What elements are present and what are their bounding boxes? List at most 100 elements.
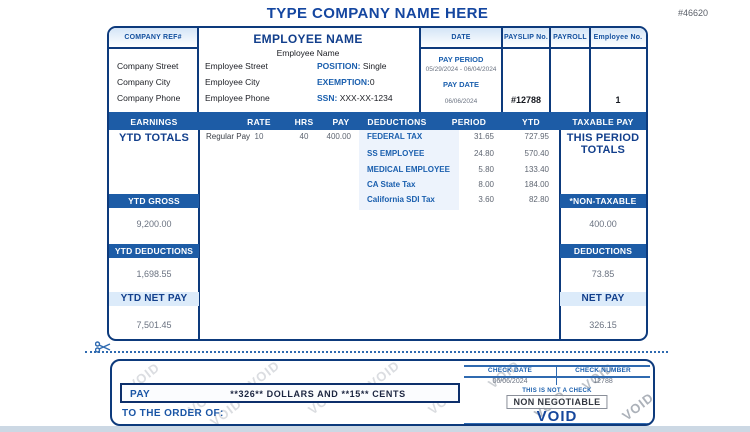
cut-line [85,351,668,353]
not-a-check-text: THIS IS NOT A CHECK [522,388,592,394]
ytd-deductions-bar: YTD DEDUCTIONS [109,244,199,258]
divider [556,366,557,385]
ytd-net-pay-value: 7,501.45 [136,320,172,330]
deduction-row-name: SS EMPLOYEE [367,149,425,158]
payslip-no-label: PAYSLIP No. [503,34,549,41]
date-column-label: DATE [451,34,471,41]
pay-label: PAY [130,389,151,400]
non-taxable-bar: *NON-TAXABLE [560,194,646,208]
hrs-header: HRS [294,117,314,127]
table-header-bar: EARNINGS RATE HRS PAY DEDUCTIONS PERIOD … [109,112,646,130]
amount-in-words: **326** DOLLARS AND **15** CENTS [230,389,406,399]
deduction-row-ytd: 184.00 [524,180,549,189]
deduction-row-period: 31.65 [473,132,494,141]
earning-row-pay: 400.00 [326,132,351,141]
ytd-net-pay-bar: YTD NET PAY [109,292,199,306]
exemption-row: EXEMPTION:0 [317,77,375,87]
ytd-deductions-value: 1,698.55 [136,269,172,279]
ssn-value[interactable]: XXX-XX-1234 [339,93,393,103]
ytd-gross-bar: YTD GROSS [109,194,199,208]
company-name-title[interactable]: TYPE COMPANY NAME HERE [266,5,489,22]
deduction-row-name: MEDICAL EMPLOYEE [367,165,450,174]
deductions-value: 73.85 [591,269,615,279]
pay-header: PAY [332,117,350,127]
deduction-row-name: California SDI Tax [367,195,435,204]
position-row: POSITION: Single [317,61,386,71]
check-number-label: CHECK NUMBER [575,367,631,374]
deduction-row-ytd: 570.40 [524,149,549,158]
bottom-edge-strip [0,426,750,432]
ssn-label: SSN: [317,93,338,103]
this-period-title: THIS PERIOD TOTALS [560,132,646,156]
divider [464,365,650,367]
deductions-bar: DEDUCTIONS [560,244,646,258]
deduction-row-name: CA State Tax [367,180,416,189]
pay-period-label: PAY PERIOD [438,55,484,64]
non-taxable-value: 400.00 [589,219,617,229]
employee-phone-field[interactable]: Employee Phone [205,93,270,103]
deduction-row-period: 8.00 [478,180,494,189]
paystub-panel: COMPANY REF# DATE PAYSLIP No. PAYROLL Em… [107,26,648,341]
taxable-pay-header: TAXABLE PAY [572,117,634,127]
earning-row-name: Regular Pay [206,132,251,141]
pay-date-value: 06/06/2024 [444,98,478,105]
pay-period-value: 05/29/2024 - 06/04/2024 [425,66,497,73]
ytd-totals-title: YTD TOTALS [118,132,190,144]
deduction-row-period: 5.80 [478,165,494,174]
deduction-row-ytd: 82.80 [528,195,549,204]
divider [419,28,421,112]
check-stub: VOID VOID VOID VOID VOID VOID VOID VOID … [110,359,655,426]
employee-no-label: Employee No. [593,34,643,41]
divider [464,376,650,378]
divider [197,28,199,112]
deduction-row-name: FEDERAL TAX [367,132,423,141]
ytd-gross-value: 9,200.00 [136,219,172,229]
exemption-label: EXEMPTION: [317,77,370,87]
deduction-row-period: 24.80 [473,149,494,158]
earning-row-hrs: 40 [299,132,309,141]
exemption-value[interactable]: 0 [369,77,375,87]
divider [549,28,551,112]
earnings-header: EARNINGS [130,117,178,127]
company-city-field[interactable]: Company City [117,77,171,87]
employee-no-value: 1 [615,95,621,105]
void-text: VOID [536,408,578,425]
divider [109,47,197,49]
employee-street-field[interactable]: Employee Street [205,61,268,71]
position-label: POSITION: [317,61,361,71]
divider [589,28,591,112]
payroll-label: PAYROLL [553,34,587,41]
divider [198,130,200,339]
pay-amount-box: PAY **326** DOLLARS AND **15** CENTS [120,383,460,403]
position-value[interactable]: Single [362,61,387,71]
pay-date-label: PAY DATE [443,80,479,89]
deductions-shading [359,130,459,210]
employee-name-field[interactable]: Employee Name [276,48,340,58]
this-period-line2: TOTALS [580,144,626,156]
company-phone-field[interactable]: Company Phone [117,93,181,103]
employee-city-field[interactable]: Employee City [205,77,260,87]
deduction-row-ytd: 727.95 [524,132,549,141]
employee-name-header: EMPLOYEE NAME [253,32,363,46]
divider [559,130,561,339]
company-street-field[interactable]: Company Street [117,61,179,71]
this-period-line1: THIS PERIOD [566,132,640,144]
period-header: PERIOD [451,117,487,127]
payslip-number-value: #12788 [510,95,542,105]
document-number: #46620 [678,8,709,18]
check-number-value: 12788 [593,378,613,385]
rate-header: RATE [247,117,271,127]
divider [464,423,650,424]
deductions-header: DEDUCTIONS [367,117,427,127]
ssn-row: SSN: XXX-XX-1234 [317,93,393,103]
check-date-value: 06/06/2024 [492,378,528,385]
deduction-row-ytd: 133.40 [524,165,549,174]
check-date-label: CHECK DATE [487,367,533,374]
non-negotiable-badge: NON NEGOTIABLE [506,395,608,409]
net-pay-bar: NET PAY [560,292,646,306]
deduction-row-period: 3.60 [478,195,494,204]
earning-row-rate: 10 [254,132,264,141]
to-the-order-of-label: TO THE ORDER OF: [122,408,224,419]
company-ref-header-strip: COMPANY REF# [109,28,197,47]
ytd-header: YTD [522,117,540,127]
